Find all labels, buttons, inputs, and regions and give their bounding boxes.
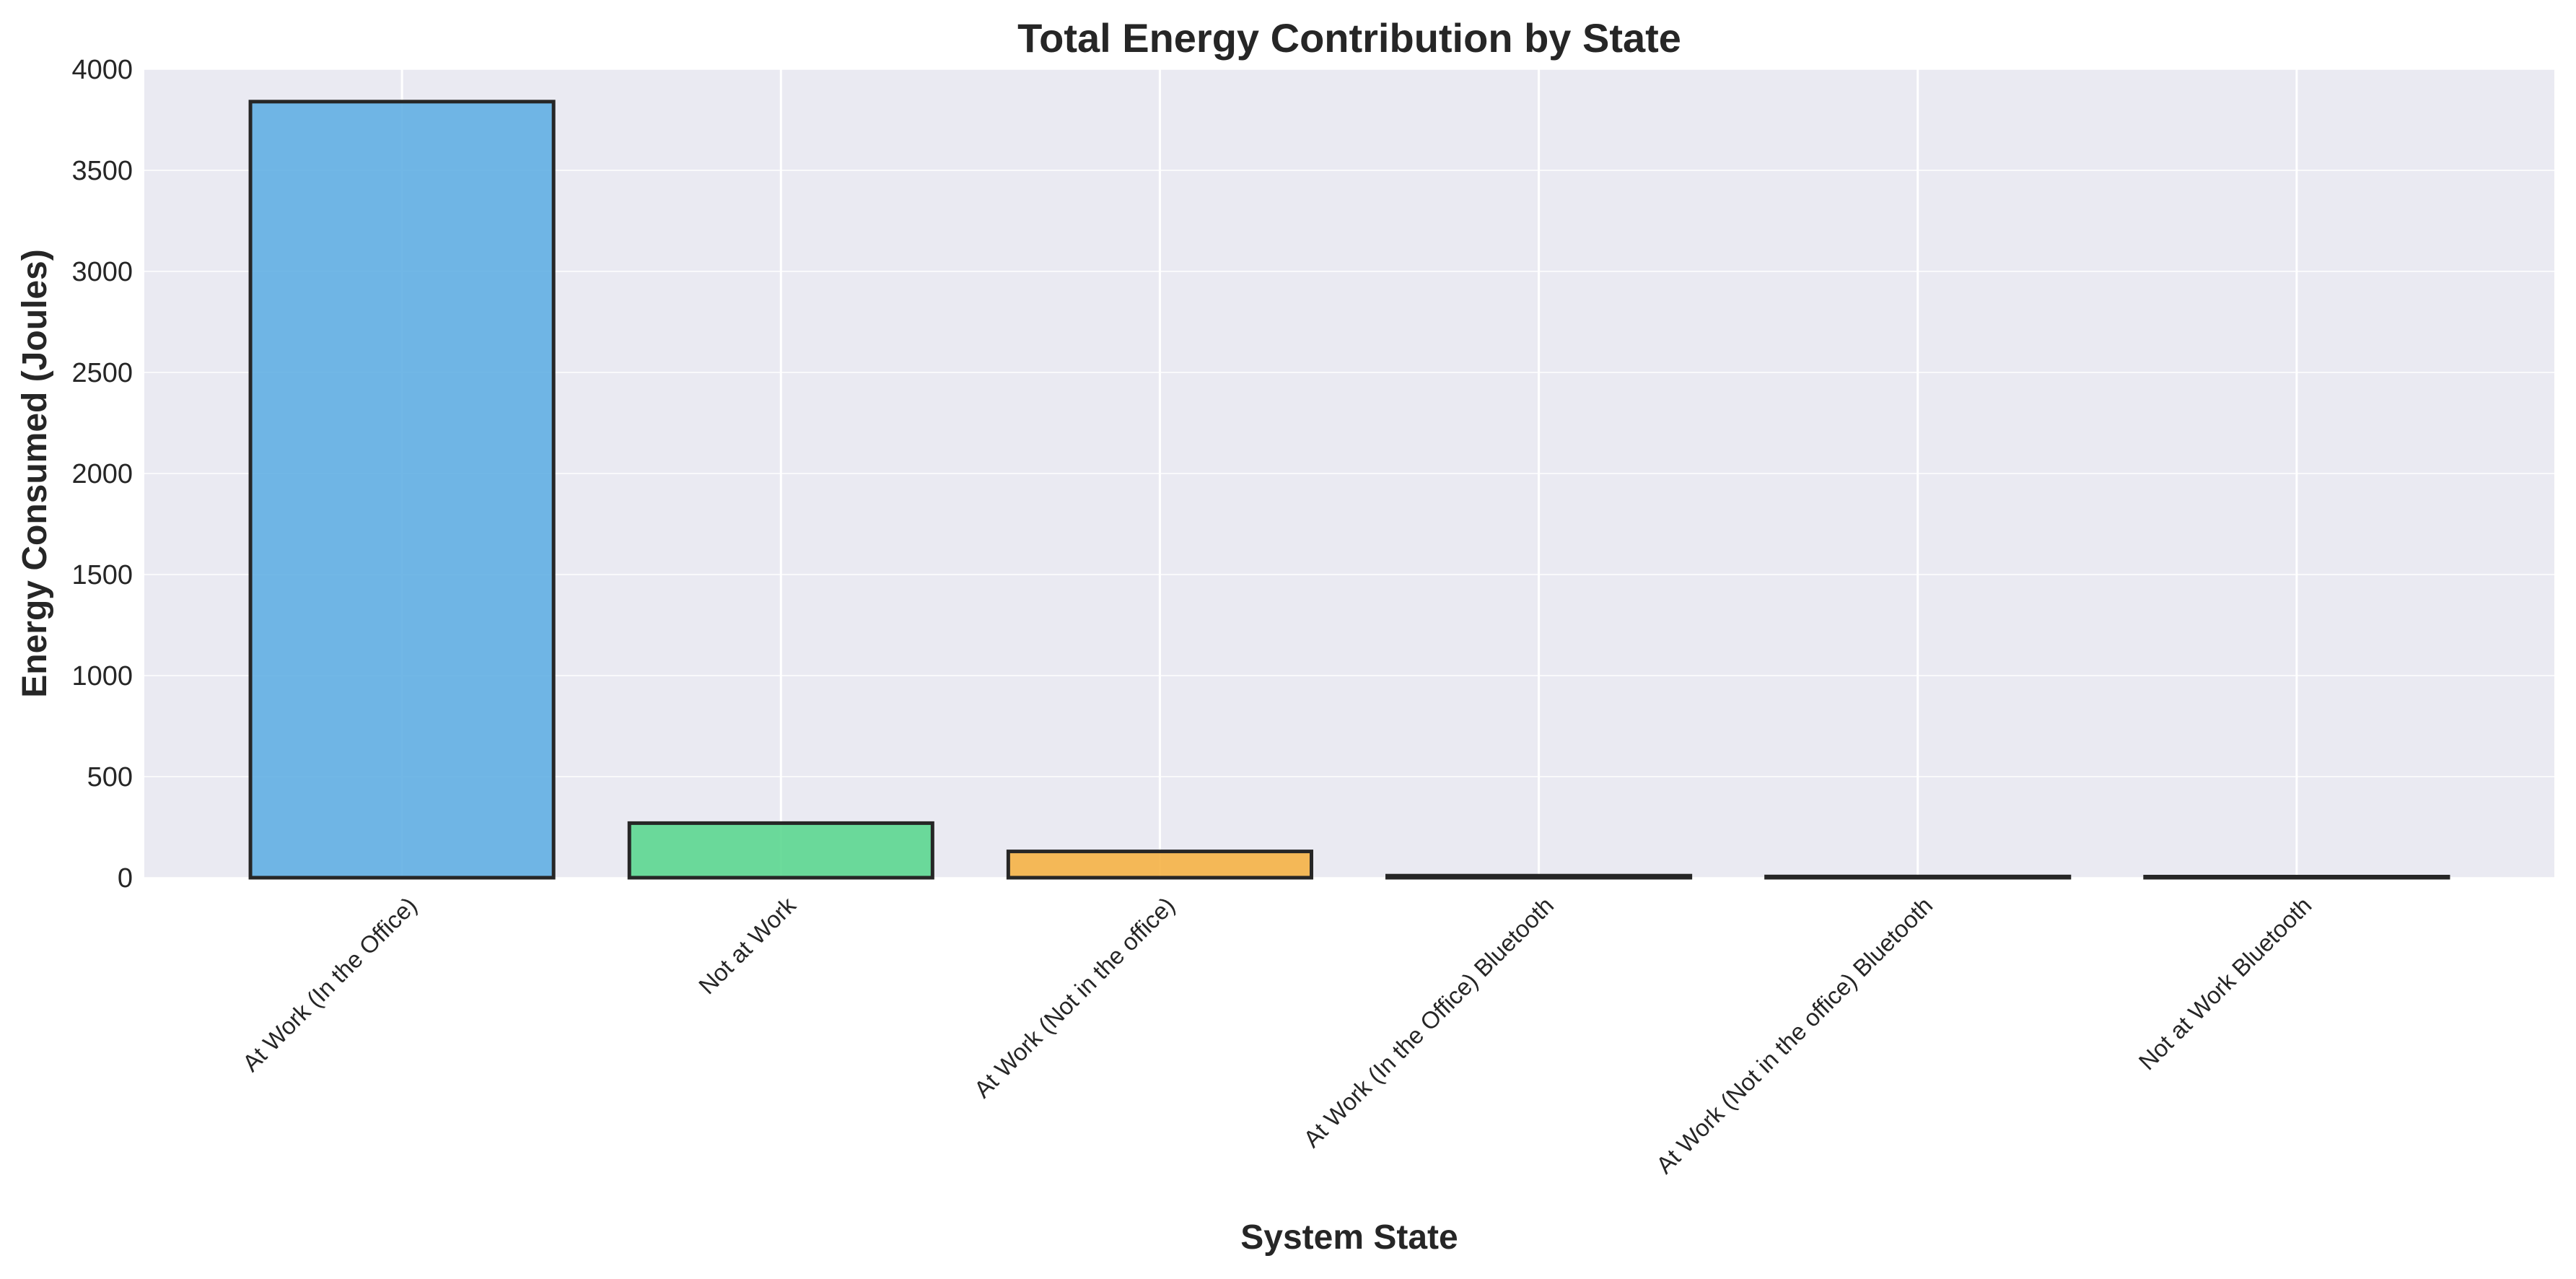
y-tick-label: 3000 — [71, 257, 133, 287]
x-axis-ticks: At Work (In the Office) Not at Work At Wor… — [237, 891, 2317, 1179]
y-tick-label: 0 — [118, 863, 133, 894]
x-tick-label: Not at Work — [693, 891, 801, 999]
bar — [248, 100, 556, 880]
y-tick-label: 1500 — [71, 560, 133, 590]
bars — [248, 100, 2450, 880]
y-axis-label: Energy Consumed (Joules) — [16, 249, 54, 697]
x-tick-label: At Work (Not in the office) Bluetooth — [1651, 891, 1938, 1179]
x-tick-label: At Work (In the Office) — [237, 891, 422, 1076]
y-tick-label: 3500 — [71, 156, 133, 186]
bar — [1385, 873, 1693, 880]
y-tick-label: 2000 — [71, 459, 133, 489]
y-axis-ticks: 0 500 1000 1500 2000 2500 3000 3500 4000 — [71, 55, 133, 894]
bar — [1764, 874, 2072, 880]
x-tick-label: At Work (Not in the office) — [969, 891, 1180, 1102]
x-axis-label: System State — [1240, 1218, 1458, 1257]
bar — [627, 821, 934, 880]
bar — [2143, 875, 2450, 880]
chart-title: Total Energy Contribution by State — [1017, 15, 1681, 61]
x-tick-label: Not at Work Bluetooth — [2134, 891, 2317, 1075]
bar — [1006, 850, 1313, 880]
y-tick-label: 2500 — [71, 358, 133, 388]
y-tick-label: 4000 — [71, 55, 133, 85]
y-tick-label: 1000 — [71, 661, 133, 691]
y-tick-label: 500 — [87, 762, 133, 793]
x-tick-label: At Work (In the Office) Bluetooth — [1298, 891, 1559, 1152]
